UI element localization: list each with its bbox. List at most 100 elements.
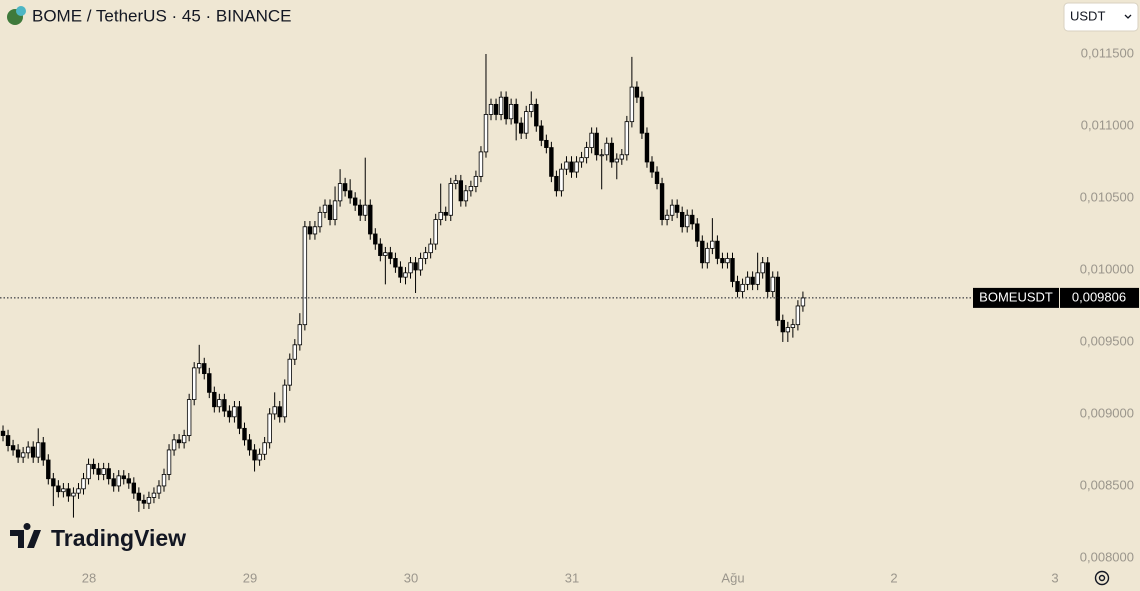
candle-body — [760, 262, 765, 274]
candle-body — [373, 233, 378, 245]
candle-body — [544, 139, 549, 148]
candle-body — [428, 243, 433, 254]
candle-body — [669, 204, 675, 216]
candle-body — [498, 96, 504, 115]
candle-body — [483, 114, 489, 153]
x-tick-label: 2 — [890, 570, 897, 585]
candle-body — [609, 142, 614, 163]
candle-body — [222, 399, 227, 412]
candle-body — [478, 151, 484, 177]
candle-body — [644, 132, 650, 163]
x-tick-label: 28 — [82, 570, 96, 585]
candle-body — [453, 180, 458, 184]
candle-body — [131, 482, 137, 494]
y-tick-label: 0,008500 — [1080, 477, 1134, 492]
candle-body — [433, 219, 438, 245]
candle-body — [725, 258, 730, 264]
y-tick-label: 0,010500 — [1080, 189, 1134, 204]
candle-body — [800, 297, 806, 307]
candle-body — [181, 435, 187, 444]
candle-body — [554, 175, 559, 192]
watermark-text: TradingView — [51, 525, 186, 551]
candle-body — [66, 488, 71, 497]
candle-body — [101, 468, 106, 475]
candle-body — [106, 468, 111, 480]
candle-body — [493, 103, 499, 115]
candle-body — [10, 445, 16, 451]
candle-body — [715, 240, 720, 259]
candle-body — [212, 391, 217, 408]
candle-body — [61, 488, 66, 493]
candle-body — [584, 147, 589, 159]
candle-body — [146, 497, 152, 504]
candle-body — [508, 103, 514, 120]
candle-body — [705, 247, 710, 264]
candle-body — [730, 258, 735, 282]
candle-body — [242, 427, 247, 441]
candle-body — [292, 344, 298, 360]
candle-body — [488, 103, 494, 115]
candle-body — [322, 204, 328, 213]
candle-body — [503, 96, 509, 120]
x-tick-label: 30 — [404, 570, 418, 585]
candle-body — [262, 442, 267, 455]
candle-body — [171, 439, 177, 451]
currency-select[interactable]: USDT — [1063, 2, 1139, 32]
candle-body — [312, 226, 318, 235]
candle-body — [237, 406, 242, 429]
candle-body — [750, 276, 755, 285]
candle-body — [363, 204, 368, 216]
candle-body — [438, 211, 443, 220]
settings-button[interactable] — [1094, 570, 1110, 586]
candle-body — [388, 252, 393, 259]
symbol-icon — [7, 6, 26, 25]
candle-body — [247, 439, 252, 451]
candle-body — [358, 204, 363, 216]
candle-body — [564, 161, 569, 170]
candle-body — [51, 478, 56, 487]
y-tick-label: 0,009500 — [1080, 333, 1134, 348]
candle-body — [282, 384, 287, 418]
x-tick-label: 31 — [565, 570, 579, 585]
candle-body — [695, 223, 700, 242]
candle-body — [659, 183, 665, 220]
candle-body — [317, 211, 323, 228]
candle-body — [302, 226, 308, 326]
candle-body — [76, 488, 81, 494]
price-tag-text: 0,009806 — [1072, 289, 1126, 304]
candle-body — [232, 406, 237, 418]
candle-body — [398, 266, 403, 278]
y-tick-label: 0,011500 — [1081, 45, 1134, 60]
candle-body — [56, 485, 61, 493]
candle-body — [202, 363, 207, 375]
candle-body — [86, 463, 91, 480]
candle-body — [539, 125, 544, 141]
currency-label[interactable]: USDT — [1070, 8, 1105, 23]
candle-body — [71, 492, 76, 497]
candle-body — [740, 283, 745, 292]
symbol-tag-text: BOMEUSDT — [979, 289, 1053, 304]
candle-body — [176, 439, 182, 444]
candle-body — [252, 449, 257, 461]
y-tick-label: 0,011000 — [1081, 117, 1134, 132]
candle-body — [664, 214, 670, 220]
candle-body — [594, 132, 599, 156]
candle-body — [720, 258, 725, 264]
candle-body — [408, 262, 413, 274]
candle-body — [91, 463, 96, 470]
candle-body — [463, 190, 469, 202]
candle-body — [458, 180, 464, 202]
candle-body — [342, 183, 348, 192]
candle-body — [569, 161, 574, 173]
candle-body — [418, 258, 423, 271]
candle-body — [337, 183, 343, 202]
candle-body — [710, 240, 715, 249]
candle-body — [5, 435, 11, 447]
candle-body — [513, 103, 519, 124]
candle-body — [368, 204, 373, 235]
candle-body — [574, 161, 579, 173]
candle-body — [679, 211, 685, 228]
candle-body — [156, 485, 162, 494]
